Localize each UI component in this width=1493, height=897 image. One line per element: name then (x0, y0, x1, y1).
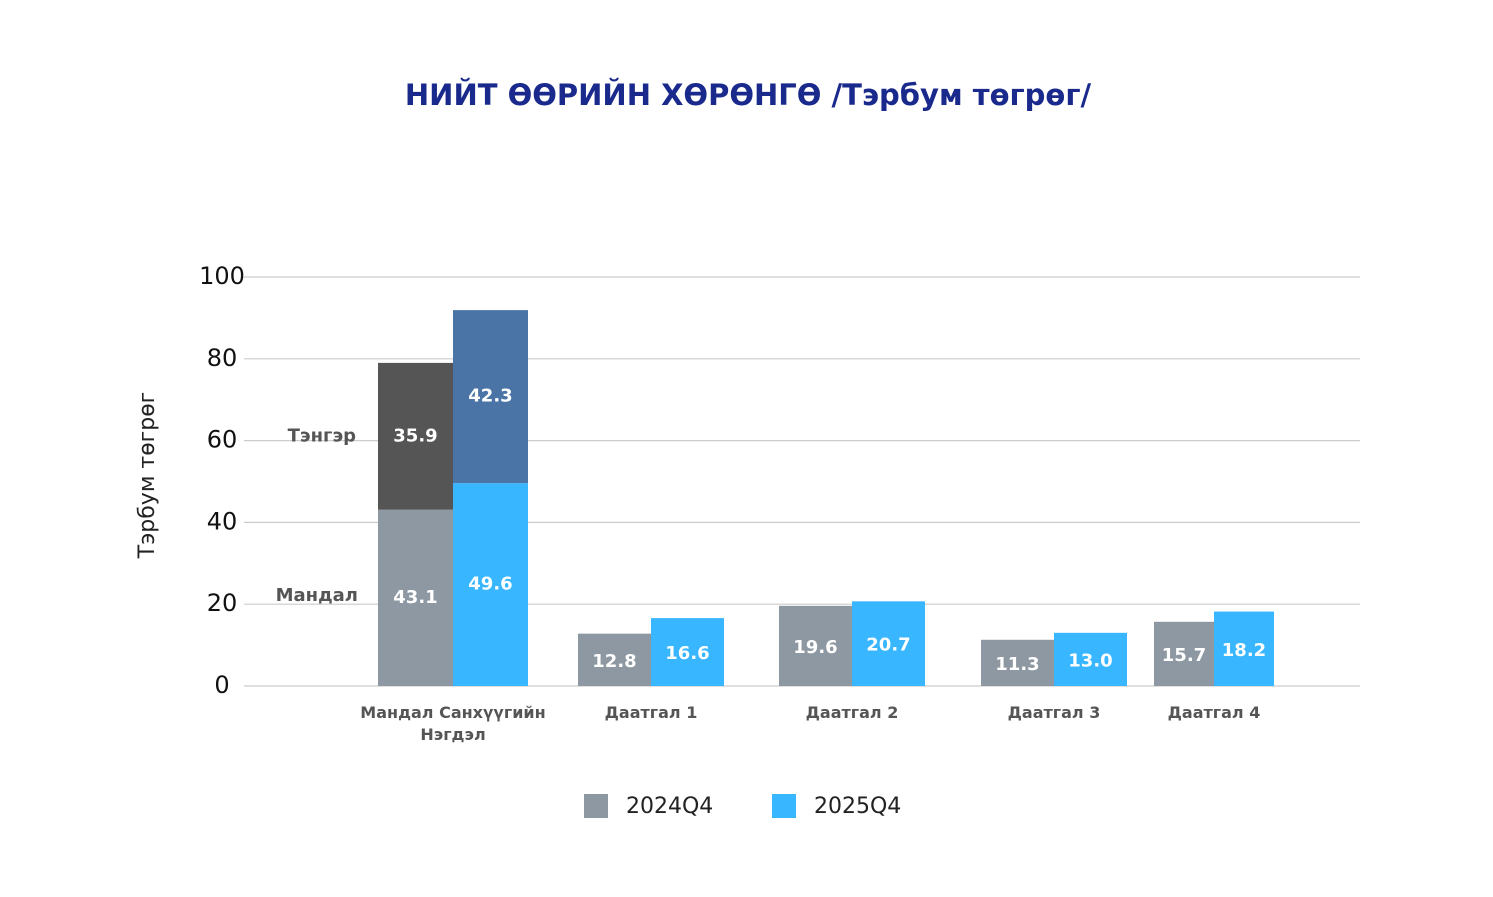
bar (1154, 621, 1214, 686)
legend-swatch (772, 794, 796, 818)
bar (1214, 611, 1274, 686)
y-tick-label: 20 (207, 589, 238, 617)
legend-label: 2025Q4 (814, 794, 901, 819)
value-label: 16.6 (665, 643, 709, 664)
y-tick-label: 0 (214, 671, 229, 699)
bar (1054, 632, 1127, 686)
x-tick-label: Даатгал 1 (604, 703, 698, 722)
bar (378, 509, 453, 686)
x-tick-label: Даатгал 3 (1007, 703, 1101, 722)
y-tick-label: 60 (207, 426, 238, 454)
stack-label: Мандал (276, 585, 358, 606)
value-label: 11.3 (995, 654, 1039, 675)
x-tick-label: Мандал Санхүүгийн Нэгдэл (360, 703, 546, 744)
legend-label: 2024Q4 (626, 794, 713, 819)
value-label: 35.9 (393, 425, 437, 446)
y-tick-label: 80 (207, 344, 238, 372)
y-tick-label: 100 (199, 262, 245, 290)
bar (779, 605, 852, 686)
value-label: 12.8 (592, 651, 636, 672)
bar (453, 483, 528, 686)
bar (578, 633, 651, 686)
bar (852, 601, 925, 686)
value-label: 18.2 (1222, 640, 1266, 661)
legend-swatch (584, 794, 608, 818)
x-tick-label: Даатгал 4 (1167, 703, 1261, 722)
bar (651, 618, 724, 686)
stacked-bar (453, 310, 528, 484)
value-label: 15.7 (1162, 645, 1206, 666)
value-label: 49.6 (468, 574, 512, 595)
value-label: 13.0 (1068, 650, 1112, 671)
stacked-bar (378, 362, 453, 510)
stack-label: Тэнгэр (288, 425, 356, 446)
value-label: 19.6 (793, 637, 837, 658)
y-tick-label: 40 (207, 507, 238, 535)
bar (981, 639, 1054, 686)
x-tick-label: Даатгал 2 (805, 703, 899, 722)
chart-title: НИЙТ ӨӨРИЙН ХӨРӨНГӨ /Тэрбум төгрөг/ (405, 78, 1092, 112)
value-label: 43.1 (393, 587, 437, 608)
value-label: 42.3 (468, 386, 512, 407)
value-label: 20.7 (866, 635, 910, 656)
y-axis-label: Тэрбум төгрөг (135, 392, 160, 559)
